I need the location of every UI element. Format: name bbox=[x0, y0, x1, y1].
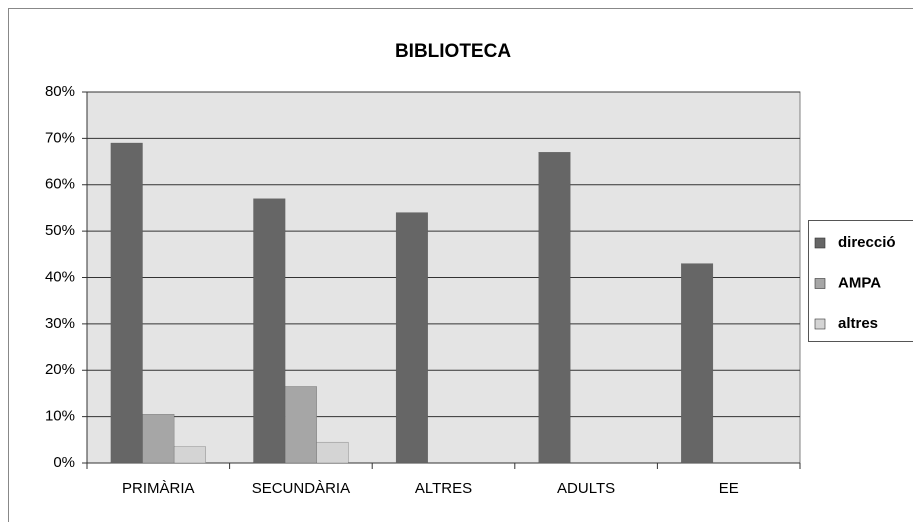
bar bbox=[316, 441, 349, 464]
x-tick-label: PRIMÀRIA bbox=[122, 480, 195, 497]
y-tick-label: 80% bbox=[45, 83, 75, 100]
legend-swatch bbox=[814, 237, 826, 249]
bar bbox=[395, 212, 428, 464]
y-tick-label: 10% bbox=[45, 408, 75, 425]
legend-label: AMPA bbox=[838, 274, 881, 291]
bar bbox=[284, 386, 317, 464]
y-tick-label: 70% bbox=[45, 129, 75, 146]
legend-label: direcció bbox=[838, 234, 896, 251]
bar bbox=[538, 152, 571, 464]
x-tick-label: EE bbox=[719, 480, 739, 497]
y-tick-label: 0% bbox=[53, 454, 75, 471]
legend-label: altres bbox=[838, 315, 878, 332]
y-tick-label: 30% bbox=[45, 315, 75, 332]
bar bbox=[253, 198, 286, 464]
legend-swatch bbox=[814, 318, 826, 330]
bar bbox=[142, 414, 175, 464]
x-tick-label: ALTRES bbox=[415, 480, 472, 497]
y-tick-label: 40% bbox=[45, 268, 75, 285]
bar bbox=[173, 446, 206, 464]
legend-box bbox=[808, 220, 913, 342]
y-tick-label: 20% bbox=[45, 361, 75, 378]
chart-title: BIBLIOTECA bbox=[395, 41, 511, 62]
x-tick-label: ADULTS bbox=[557, 480, 615, 497]
bar bbox=[681, 263, 714, 464]
legend-swatch bbox=[814, 278, 826, 289]
y-tick-label: 60% bbox=[45, 176, 75, 193]
x-tick-label: SECUNDÀRIA bbox=[252, 480, 350, 497]
bar bbox=[110, 142, 143, 464]
y-tick-label: 50% bbox=[45, 222, 75, 239]
